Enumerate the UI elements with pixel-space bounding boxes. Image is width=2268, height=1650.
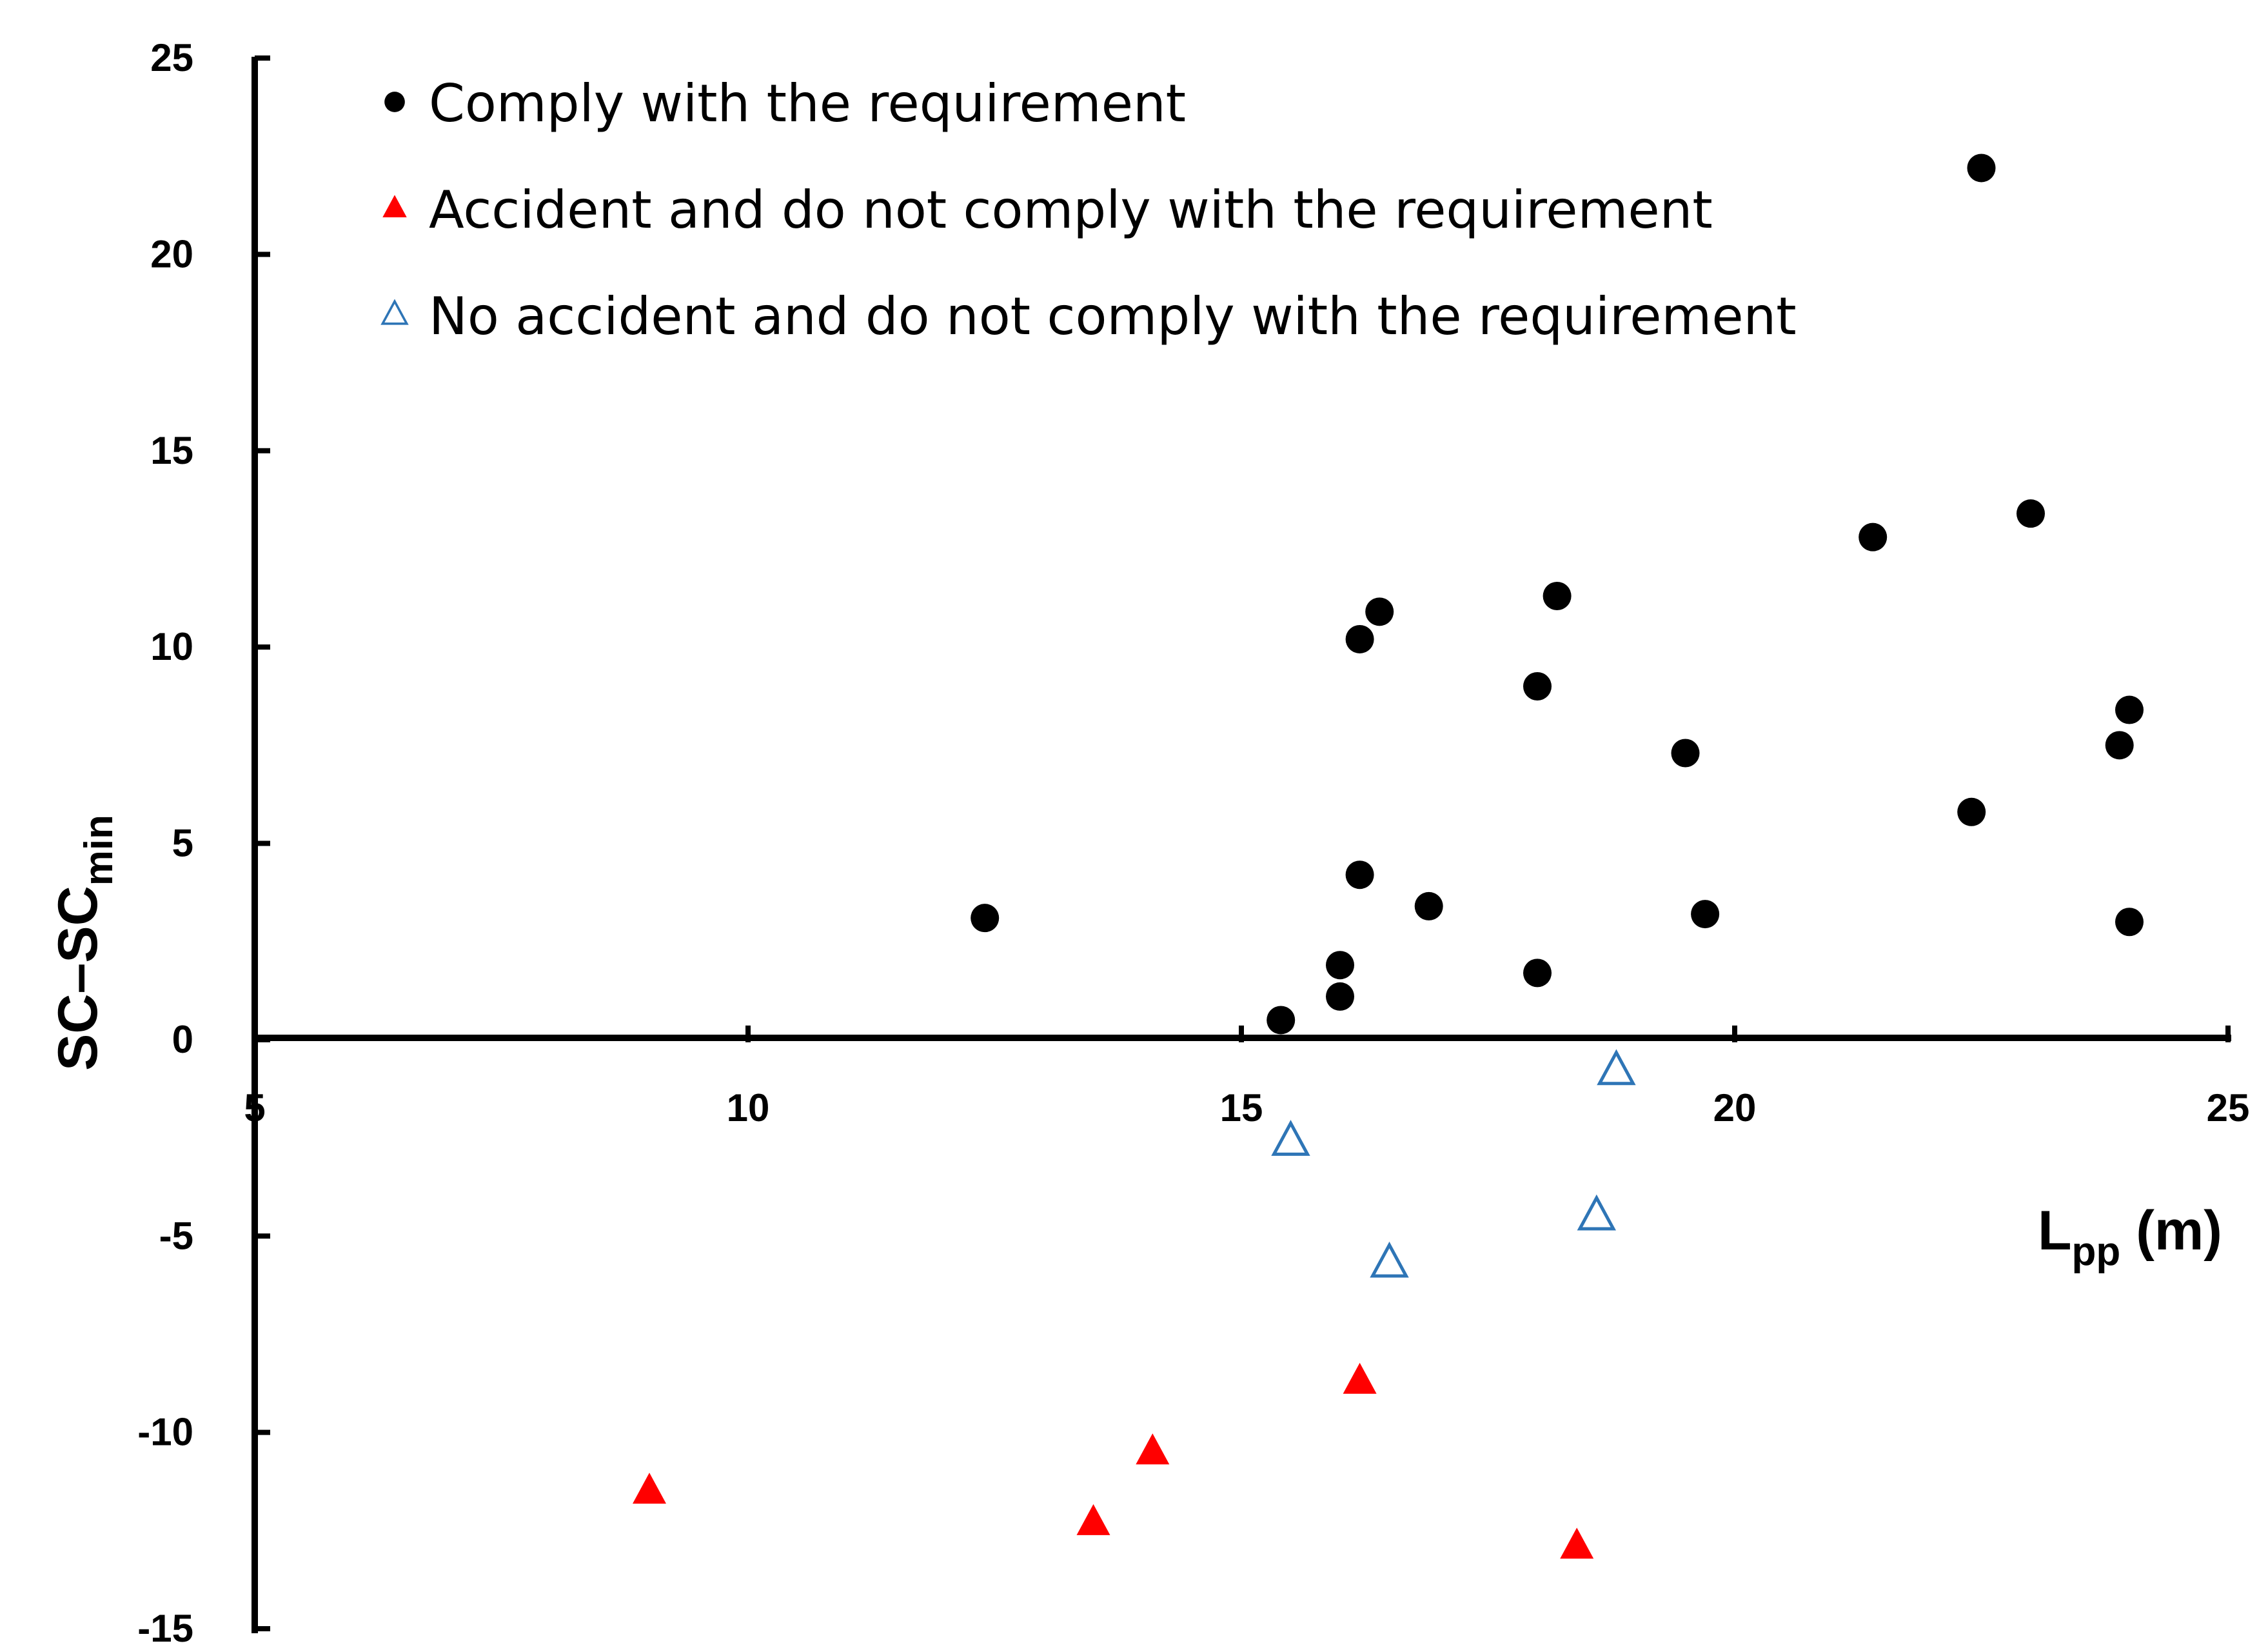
data-point-series-1	[1365, 597, 1394, 626]
data-point-series-1	[1957, 797, 1986, 826]
y-axis-title: SC–SCmin	[47, 815, 121, 1071]
y-ticks: 25 20 15 10 5 0 -5 -10 -15	[137, 36, 270, 1650]
x-tick-label: 5	[244, 1086, 265, 1129]
data-point-series-1	[1414, 891, 1443, 920]
data-point-series-1	[1691, 900, 1720, 929]
x-axis-title-main: L	[2038, 1200, 2072, 1262]
y-tick-label: -5	[159, 1214, 193, 1257]
y-tick-label: 5	[172, 822, 193, 865]
data-point-series-2	[633, 1473, 666, 1504]
data-point-series-3	[1271, 1120, 1310, 1156]
y-axis-title-subscript: min	[77, 815, 121, 886]
data-point-series-2	[1076, 1504, 1110, 1535]
data-point-series-2	[1560, 1527, 1594, 1559]
data-point-series-1	[1671, 739, 1700, 768]
data-point-series-1	[1326, 982, 1354, 1011]
data-point-series-1	[1267, 1006, 1296, 1035]
y-tick-label: 20	[150, 232, 193, 275]
x-tick-label: 25	[2207, 1086, 2250, 1129]
legend-marker-3	[380, 299, 409, 325]
data-point-series-1	[2115, 695, 2144, 724]
y-tick-label: -10	[137, 1411, 193, 1454]
legend-marker-2	[382, 195, 407, 217]
x-ticks: 5 10 15 20 25	[244, 1025, 2250, 1129]
data-point-series-1	[2115, 908, 2144, 937]
y-tick-label: 15	[150, 429, 193, 472]
y-tick-label: 10	[150, 625, 193, 668]
y-tick-label: -15	[137, 1607, 193, 1650]
data-point-series-2	[1343, 1362, 1377, 1394]
data-point-series-3	[1370, 1241, 1409, 1278]
legend-marker-1	[384, 92, 405, 112]
data-point-series-1	[971, 904, 1000, 933]
y-tick-label: 25	[150, 36, 193, 79]
y-tick-label: 0	[172, 1018, 193, 1061]
data-point-series-1	[1326, 951, 1354, 980]
x-tick-label: 20	[1713, 1086, 1757, 1129]
data-point-series-1	[1345, 624, 1374, 653]
data-point-series-1	[1523, 959, 1552, 988]
data-point-series-1	[1523, 672, 1552, 701]
data-point-series-1	[1543, 581, 1572, 610]
legend: Comply with the requirement Accident and …	[380, 74, 1797, 346]
data-point-series-1	[2017, 499, 2045, 528]
data-point-series-1	[1345, 860, 1374, 890]
data-point-series-3	[1577, 1194, 1616, 1231]
y-axis-title-main: SC–SC	[47, 886, 109, 1071]
data-point-series-1	[2105, 731, 2134, 760]
x-axis-title-subscript: pp	[2072, 1229, 2121, 1274]
x-axis-title: Lpp (m)	[2038, 1200, 2222, 1274]
x-tick-label: 10	[727, 1086, 770, 1129]
legend-label-1: Comply with the requirement	[429, 74, 1186, 134]
data-points	[633, 154, 2144, 1559]
legend-label-2: Accident and do not comply with the requ…	[429, 180, 1713, 240]
data-point-series-1	[1967, 154, 1996, 183]
x-axis-title-unit: (m)	[2120, 1200, 2222, 1262]
data-point-series-2	[1136, 1433, 1170, 1465]
data-point-series-3	[1597, 1049, 1636, 1086]
legend-label-3: No accident and do not comply with the r…	[429, 286, 1797, 346]
data-point-series-1	[1859, 522, 1888, 552]
x-tick-label: 15	[1220, 1086, 1263, 1129]
